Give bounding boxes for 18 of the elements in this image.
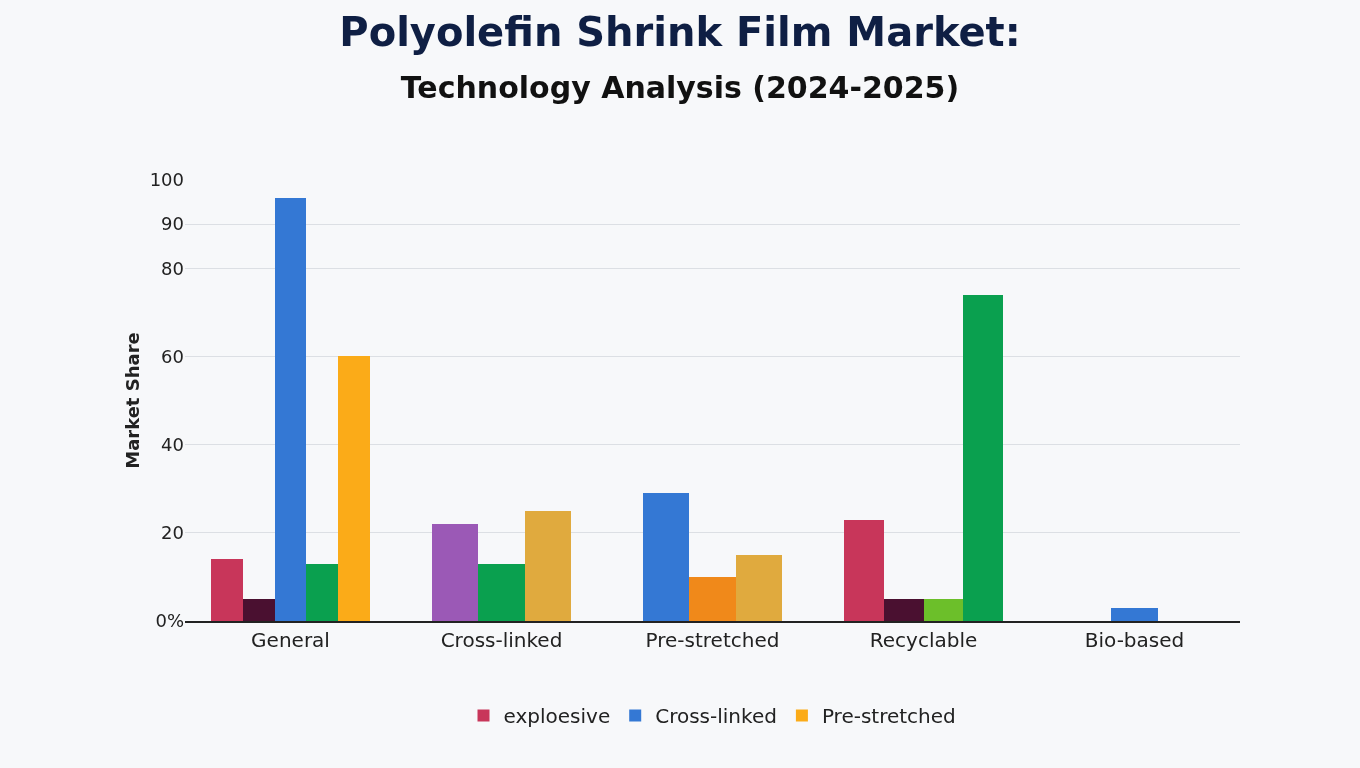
y-tick-label: 90 <box>161 213 184 235</box>
chart-subtitle: Technology Analysis (2024-2025) <box>400 70 960 106</box>
y-tick-label: 40 <box>161 433 184 455</box>
y-tick-label: 0% <box>155 610 184 632</box>
y-tick-label: 20 <box>161 522 184 544</box>
x-tick-label: General <box>251 628 330 652</box>
y-tick-label: 100 <box>149 169 184 191</box>
x-tick-label: Bio-based <box>1084 628 1185 652</box>
y-tick-label: 80 <box>161 257 184 279</box>
x-tick-label: Pre-stretched <box>645 628 780 652</box>
legend-label: exploesive <box>503 704 611 729</box>
legend-label: Cross-linked <box>655 704 777 729</box>
x-tick-label: Cross-linked <box>440 628 563 652</box>
y-tick-label: 60 <box>161 345 184 367</box>
chart-title: Polyolefin Shrink Film Market: <box>339 9 1021 56</box>
x-tick-label: Recyclable <box>869 628 978 652</box>
legend-label: Pre-stretched <box>821 704 956 729</box>
y-axis-title: Market Share <box>122 332 143 469</box>
